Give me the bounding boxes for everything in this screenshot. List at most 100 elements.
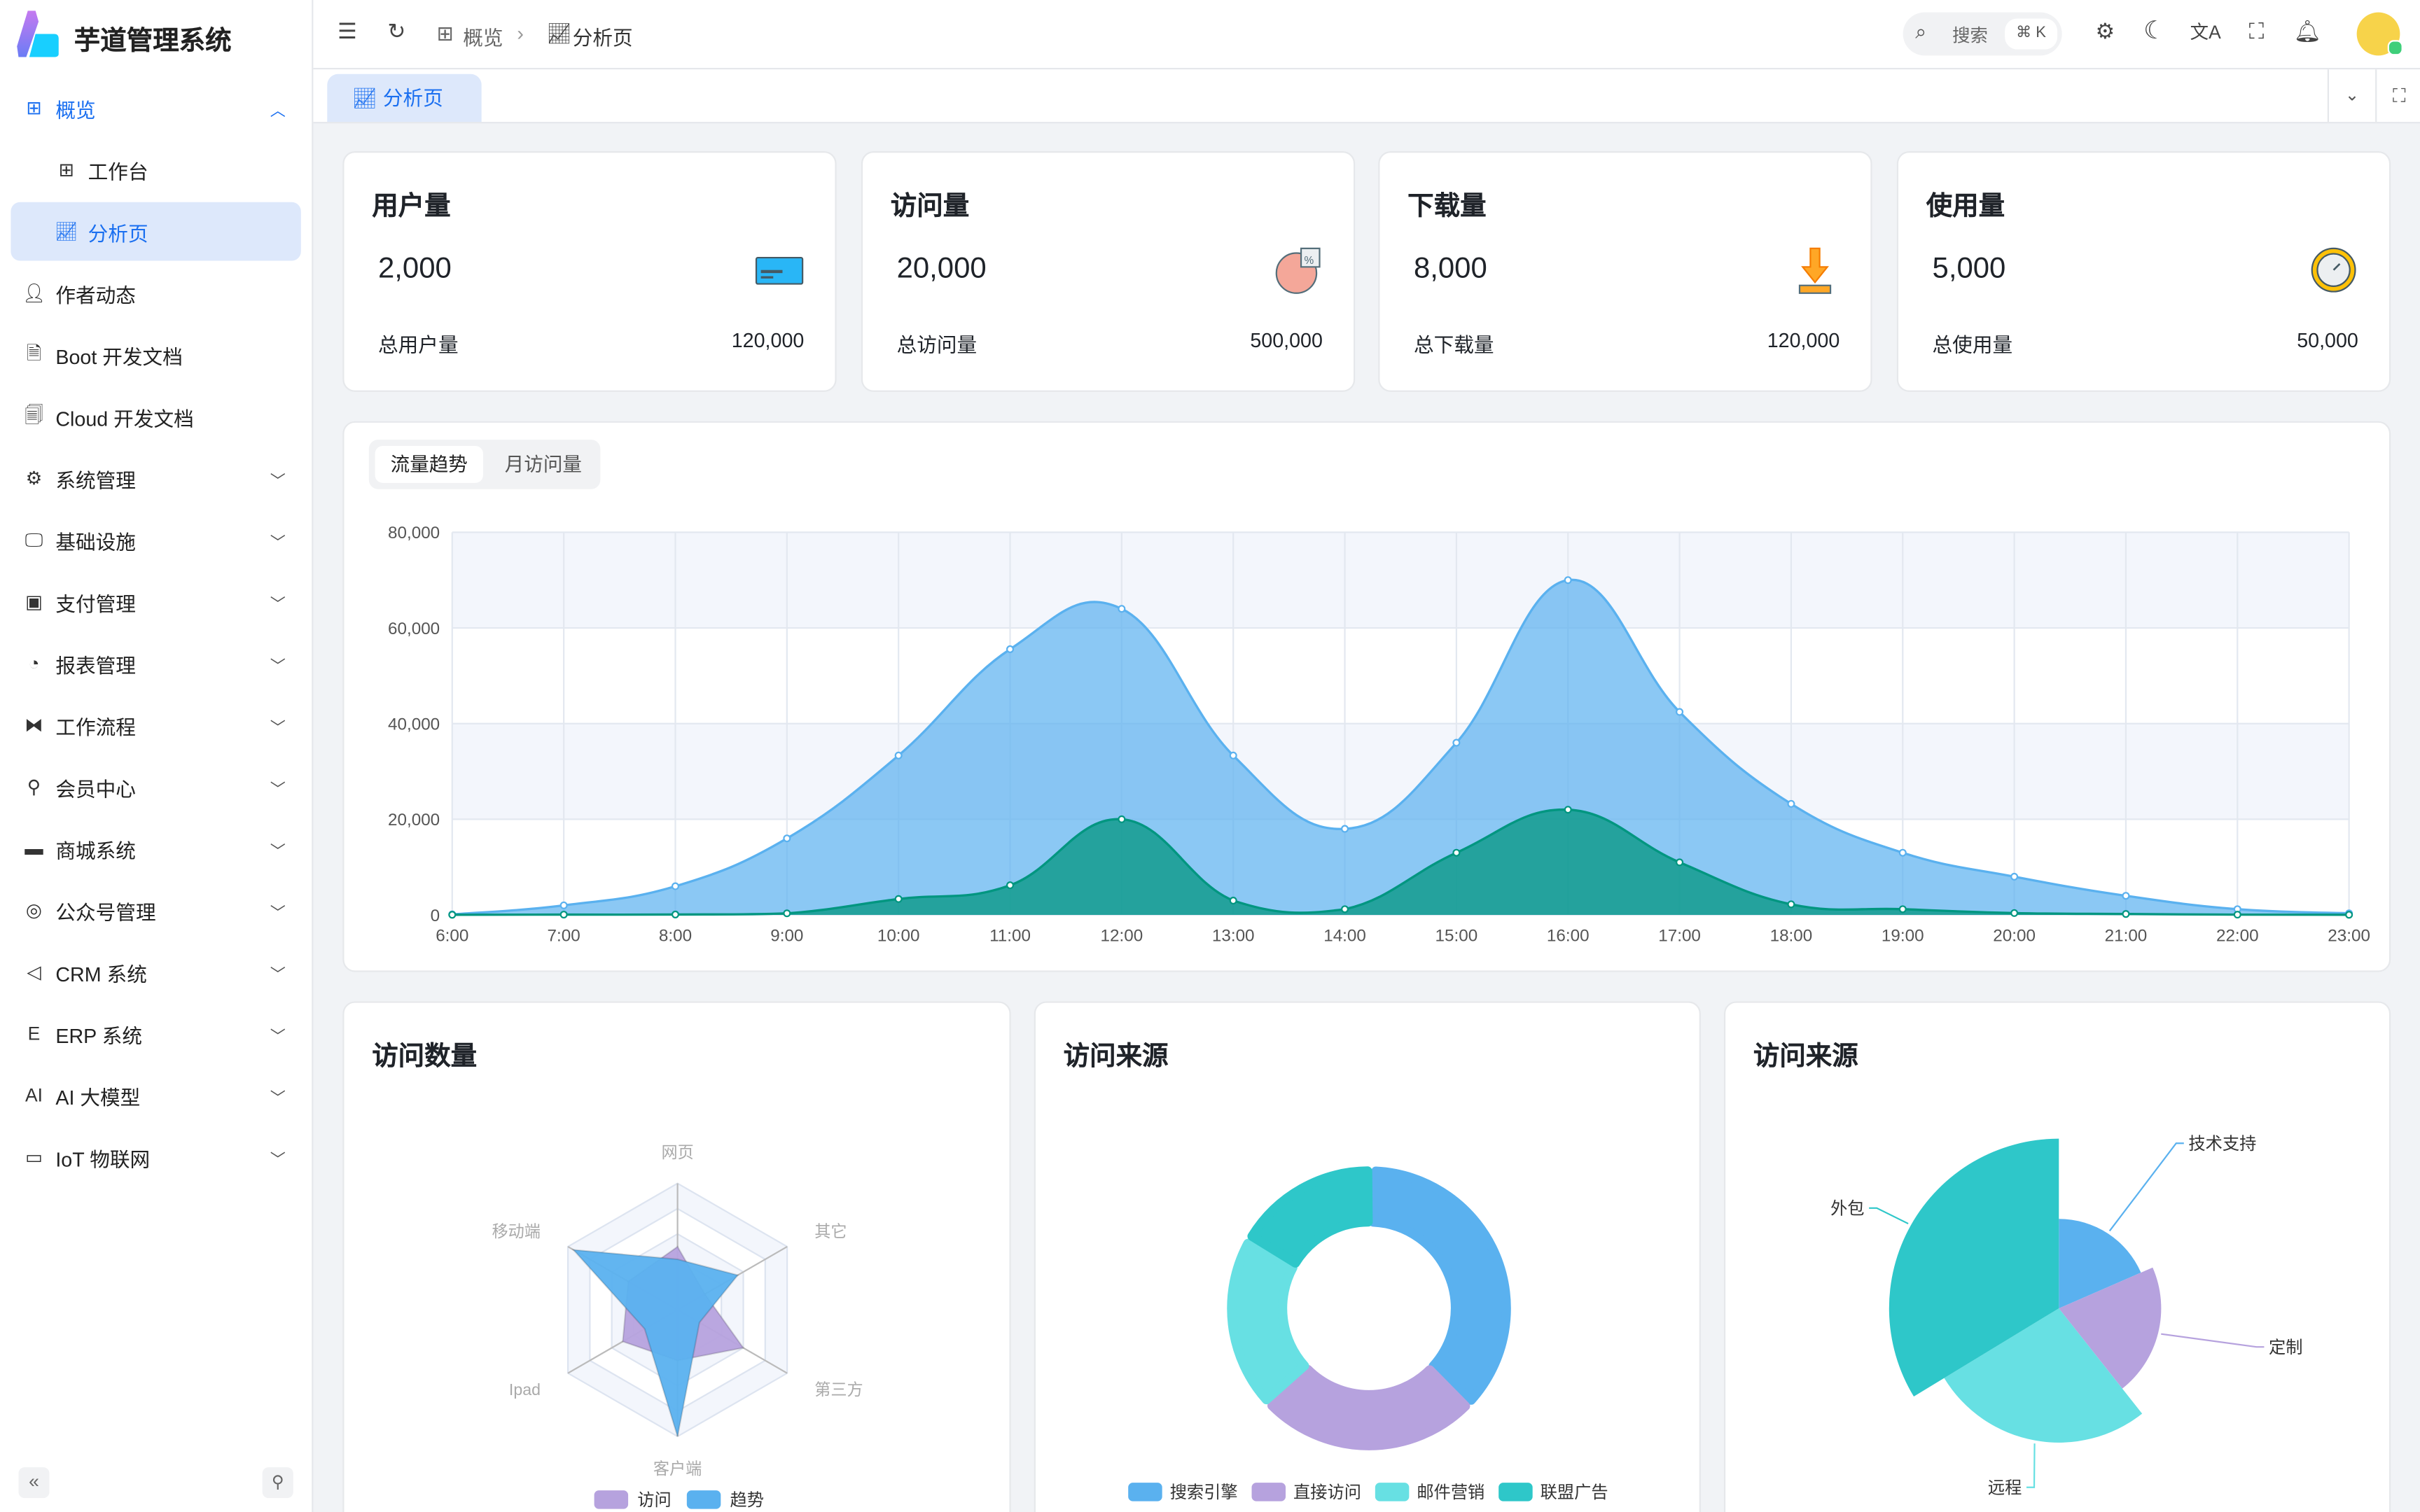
sidebar-item[interactable]: ⊞ 概览 ︿ — [11, 78, 300, 137]
stat-card: 使用量 5,000 总使用量 50,000 — [1896, 151, 2391, 392]
breadcrumb-item[interactable]: 概览 — [463, 26, 503, 50]
sidebar-item[interactable]: 🗐 Cloud 开发文档 — [11, 387, 300, 446]
tab-analysis[interactable]: 📈︎ 分析页 — [327, 74, 482, 122]
source-card: 访问来源 搜索引擎 直接访问 邮件营销 联盟广告 — [1034, 1001, 1701, 1512]
legend-swatch[interactable] — [594, 1490, 629, 1509]
header: ☰ ↻ ⊞ 概览 › 📈︎ 分析页 ⌕ 搜索 ⌘ K ⚙ ☾ 文A ⛶ 🔔︎ — [313, 0, 2420, 70]
sidebar-subitem[interactable]: ⊞ 工作台 — [11, 141, 300, 200]
fullscreen-icon[interactable]: ⛶ — [2248, 18, 2265, 43]
data-point — [2010, 872, 2019, 881]
legend-label[interactable]: 搜索引擎 — [1170, 1483, 1238, 1502]
search-icon: ⌕ — [1915, 20, 1927, 43]
sidebar-item[interactable]: ▣ 支付管理 ﹀ — [11, 573, 300, 631]
sidebar-subitem[interactable]: 📈︎ 分析页 — [11, 202, 301, 261]
data-point — [1229, 751, 1237, 760]
sidebar-item-label: 报表管理 — [55, 653, 136, 677]
legend-swatch[interactable] — [1375, 1483, 1410, 1502]
legend-label[interactable]: 趋势 — [730, 1491, 764, 1510]
sidebar-item[interactable]: E ERP 系统 ﹀ — [11, 1004, 300, 1063]
data-point — [894, 751, 903, 760]
legend-swatch[interactable] — [1498, 1483, 1533, 1502]
maximize-icon[interactable]: ⛶ — [2375, 69, 2420, 122]
visits-card: 访问数量 网页 其它 第三方 客户端 Ipad 移动端 访问 趋势 — [342, 1001, 1011, 1512]
chevron-down-icon: ﹀ — [270, 472, 286, 490]
legend-label[interactable]: 邮件营销 — [1417, 1483, 1484, 1502]
data-point — [1787, 900, 1795, 909]
donut-slice[interactable] — [1227, 1238, 1309, 1405]
sidebar-item-label: 基础设施 — [55, 530, 136, 554]
tab-traffic-trend[interactable]: 流量趋势 — [375, 445, 483, 483]
chevron-down-icon: ﹀ — [270, 658, 286, 676]
tab-monthly-visits[interactable]: 月访问量 — [504, 454, 582, 475]
donut-slice[interactable] — [1368, 1166, 1511, 1405]
grid-band — [452, 628, 2349, 724]
data-point — [1564, 576, 1572, 584]
sidebar-item[interactable]: ◎ 公众号管理 ﹀ — [11, 881, 300, 940]
rose-slice[interactable] — [1889, 1138, 2059, 1397]
sidebar-item-label: AI 大模型 — [55, 1085, 141, 1109]
sidebar-item[interactable]: ▬ 商城系统 ﹀ — [11, 819, 300, 878]
refresh-icon[interactable]: ↻ — [387, 18, 406, 43]
sidebar-item[interactable]: AI AI 大模型 ﹀ — [11, 1066, 300, 1125]
rose-slice[interactable] — [2059, 1219, 2141, 1309]
translate-icon[interactable]: 文A — [2190, 21, 2221, 43]
sidebar-item[interactable]: ⚲ 会员中心 ﹀ — [11, 757, 300, 816]
data-point — [1341, 825, 1349, 833]
stat-card: 访问量 20,000% 总访问量 500,000 — [861, 151, 1356, 392]
breadcrumb-dashboard-icon: ⊞ — [436, 21, 454, 45]
sidebar-item[interactable]: ◁ CRM 系统 ﹀ — [11, 943, 300, 1002]
chart-icon: 📈︎ — [54, 220, 78, 243]
chevron-up-icon: ︿ — [270, 102, 286, 120]
user-icon: 👤︎ — [22, 282, 46, 304]
legend-label[interactable]: 直接访问 — [1293, 1483, 1361, 1502]
collapse-sidebar-button[interactable]: « — [18, 1467, 50, 1499]
sidebar: 芋道管理系统 ⊞ 概览 ︿ ⊞ 工作台 📈︎ 分析页 👤︎ 作者动态 🗎 Boot 开发文档 🗐 Clo… — [0, 0, 314, 1512]
chevron-down-icon: ﹀ — [270, 904, 286, 922]
x-tick-label: 9:00 — [770, 927, 803, 946]
moon-icon[interactable]: ☾ — [2143, 18, 2166, 45]
breadcrumb-item[interactable]: 分析页 — [572, 26, 633, 50]
search-button[interactable]: ⌕ 搜索 ⌘ K — [1903, 12, 2062, 56]
gear-icon[interactable]: ⚙ — [2095, 18, 2115, 43]
sidebar-item[interactable]: 🖵 基础设施 ﹀ — [11, 511, 300, 570]
online-status-badge — [2387, 40, 2403, 56]
slice-label: 远程 — [1988, 1479, 2022, 1498]
sidebar-item[interactable]: ⧓ 工作流程 ﹀ — [11, 696, 300, 755]
breadcrumb-chart-icon: 📈︎ — [546, 21, 572, 45]
rose-slice[interactable] — [1944, 1308, 2143, 1443]
data-point — [2122, 892, 2130, 900]
sidebar-item[interactable]: 👤︎ 作者动态 — [11, 264, 300, 323]
avatar[interactable] — [2356, 12, 2403, 56]
data-point — [894, 895, 903, 903]
app-title: 芋道管理系统 — [74, 26, 232, 56]
sidebar-item-label: 作者动态 — [55, 283, 136, 307]
bell-icon[interactable]: 🔔︎ — [2293, 18, 2321, 43]
sidebar-item[interactable]: 🗎 Boot 开发文档 — [11, 326, 300, 384]
pin-icon[interactable]: ⚲ — [262, 1467, 293, 1499]
stat-total-value: 120,000 — [1767, 328, 1840, 352]
rose-slice[interactable] — [2059, 1267, 2162, 1389]
sidebar-item-label: IoT 物联网 — [55, 1147, 151, 1170]
legend-swatch[interactable] — [1128, 1483, 1162, 1502]
sidebar-item[interactable]: ▭ IoT 物联网 ﹀ — [11, 1128, 300, 1186]
label-leader-line — [2108, 1142, 2184, 1232]
stat-value: 8,000 — [1413, 253, 1487, 286]
legend-label[interactable]: 联盟广告 — [1541, 1483, 1608, 1502]
grid-band — [452, 532, 2349, 629]
legend-swatch[interactable] — [686, 1490, 721, 1509]
card-title: 访问数量 — [372, 1041, 478, 1071]
pie-chart-icon: % — [1275, 247, 1321, 294]
tabs-more-dropdown[interactable]: ⌄ — [2327, 69, 2375, 122]
donut-slice[interactable] — [1267, 1364, 1470, 1450]
x-tick-label: 23:00 — [2328, 927, 2370, 946]
legend-swatch[interactable] — [1251, 1483, 1286, 1502]
label-leader-line — [2161, 1333, 2265, 1348]
sidebar-item-label: Cloud 开发文档 — [55, 406, 194, 430]
sidebar-subitem-label: 分析页 — [88, 221, 148, 245]
sidebar-item[interactable]: ◔ 报表管理 ﹀ — [11, 634, 300, 693]
crm-icon: ◁ — [27, 961, 41, 983]
sidebar-item[interactable]: ⚙ 系统管理 ﹀ — [11, 449, 300, 507]
legend-label[interactable]: 访问 — [637, 1491, 671, 1510]
donut-slice[interactable] — [1247, 1166, 1373, 1268]
menu-toggle-icon[interactable]: ☰ — [338, 18, 357, 43]
